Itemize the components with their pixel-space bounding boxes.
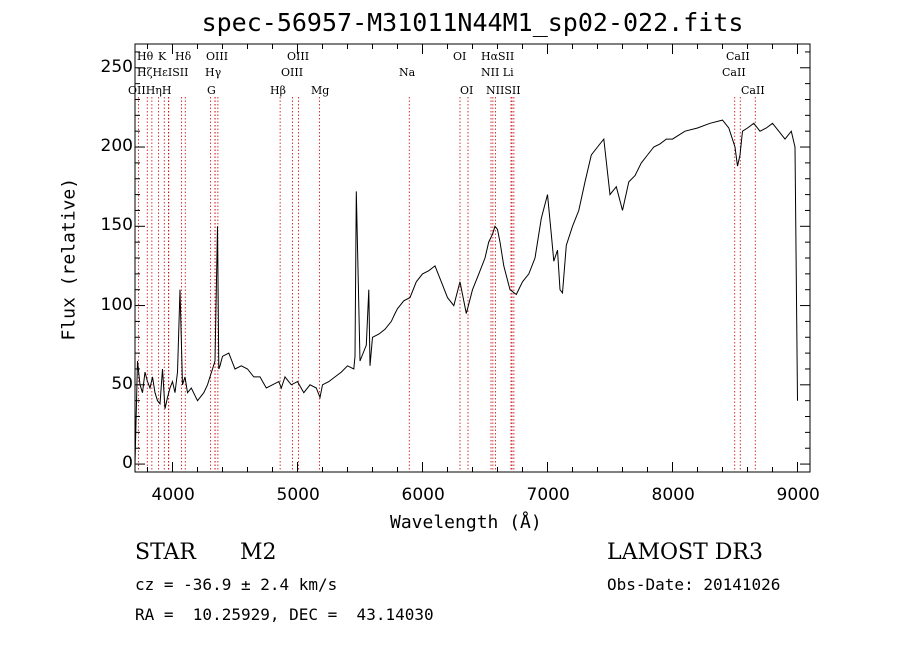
y-tick-label: 50 (111, 373, 133, 394)
survey-name: LAMOST DR3 (607, 540, 763, 565)
plot-frame (134, 43, 811, 473)
obs-date: Obs-Date: 20141026 (607, 575, 781, 594)
x-tick-label: 7000 (526, 485, 570, 505)
y-tick-label: 150 (100, 215, 133, 236)
line-label: HαSII (481, 50, 515, 63)
line-label: Hγ (205, 66, 222, 79)
line-label: K (158, 50, 167, 63)
axis-ticks (135, 44, 810, 472)
x-tick-label: 8000 (651, 485, 695, 505)
line-label: OI (453, 50, 467, 63)
object-class: STAR (135, 540, 196, 565)
line-label: OI (460, 84, 474, 97)
y-tick-label: 100 (100, 294, 133, 315)
line-label: OIII (287, 50, 310, 63)
coordinates: RA = 10.25929, DEC = 43.14030 (135, 605, 434, 624)
line-label: CaII (726, 50, 750, 63)
line-label: NIISII (486, 84, 521, 97)
chart-title: spec-56957-M31011N44M1_sp02-022.fits (201, 8, 744, 37)
redshift-cz: cz = -36.9 ± 2.4 km/s (135, 575, 338, 594)
y-tick-label: 200 (100, 136, 133, 157)
line-label: Hθ (137, 50, 154, 63)
x-tick-label: 9000 (776, 485, 820, 505)
line-label: OIIHηH (128, 84, 172, 97)
x-tick-label: 5000 (276, 485, 320, 505)
line-label: G (207, 84, 216, 97)
line-label: Hδ (175, 50, 192, 63)
line-label: CaII (741, 84, 765, 97)
line-label: HζHεISII (137, 66, 189, 79)
line-marker-group (137, 97, 756, 472)
line-label: CaII (722, 66, 746, 79)
line-label: Hβ (270, 84, 286, 97)
x-axis-label: Wavelength (Å) (390, 512, 542, 533)
line-label: OIII (281, 66, 304, 79)
line-label: NII Li (481, 66, 514, 79)
x-tick-label: 6000 (401, 485, 445, 505)
line-label: Na (399, 66, 416, 79)
object-subclass: M2 (240, 540, 277, 565)
x-tick-label: 4000 (151, 485, 195, 505)
y-tick-label: 250 (100, 56, 133, 77)
line-label: Mg (311, 84, 330, 97)
line-label: OIII (206, 50, 229, 63)
spectrum-curve (134, 119, 798, 465)
y-axis-label: Flux (relative) (58, 177, 80, 341)
y-tick-label: 0 (122, 453, 133, 474)
